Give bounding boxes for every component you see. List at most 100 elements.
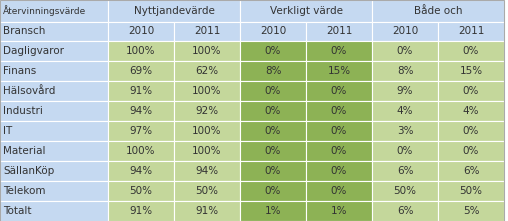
Text: 50%: 50%	[196, 186, 218, 196]
Bar	[306, 101, 372, 121]
Bar	[174, 181, 240, 201]
Text: 0%: 0%	[331, 46, 347, 56]
Bar	[108, 41, 174, 61]
Text: 62%: 62%	[196, 66, 218, 76]
Bar	[108, 0, 240, 22]
Text: 94%: 94%	[196, 166, 218, 176]
Bar	[372, 201, 438, 221]
Text: Telekom: Telekom	[3, 186, 46, 196]
Bar	[372, 61, 438, 81]
Bar	[372, 22, 438, 41]
Text: 2011: 2011	[194, 27, 220, 36]
Text: 0%: 0%	[265, 86, 281, 96]
Bar	[372, 81, 438, 101]
Bar	[306, 81, 372, 101]
Bar	[372, 141, 438, 161]
Bar	[240, 41, 306, 61]
Text: 15%: 15%	[328, 66, 351, 76]
Text: 5%: 5%	[463, 206, 479, 216]
Text: 100%: 100%	[126, 146, 156, 156]
Bar	[108, 141, 174, 161]
Bar	[240, 81, 306, 101]
Bar	[174, 41, 240, 61]
Text: 94%: 94%	[130, 166, 152, 176]
Text: 2011: 2011	[458, 27, 484, 36]
Bar	[0, 22, 108, 41]
Bar	[174, 61, 240, 81]
Text: 6%: 6%	[397, 166, 413, 176]
Text: 0%: 0%	[265, 166, 281, 176]
Text: 1%: 1%	[265, 206, 281, 216]
Bar	[306, 181, 372, 201]
Bar	[438, 41, 504, 61]
Bar	[306, 161, 372, 181]
Bar	[0, 61, 108, 81]
Text: 3%: 3%	[397, 126, 413, 136]
Bar	[306, 121, 372, 141]
Text: 6%: 6%	[463, 166, 479, 176]
Text: 100%: 100%	[192, 46, 222, 56]
Bar	[372, 41, 438, 61]
Text: Hälsovård: Hälsovård	[3, 86, 55, 96]
Bar	[438, 121, 504, 141]
Bar	[372, 121, 438, 141]
Bar	[0, 141, 108, 161]
Bar	[108, 201, 174, 221]
Text: 2011: 2011	[326, 27, 352, 36]
Bar	[438, 141, 504, 161]
Text: 50%: 50%	[394, 186, 417, 196]
Text: 0%: 0%	[397, 46, 413, 56]
Text: Finans: Finans	[3, 66, 36, 76]
Text: 0%: 0%	[463, 126, 479, 136]
Text: 15%: 15%	[459, 66, 483, 76]
Text: 100%: 100%	[192, 146, 222, 156]
Bar	[108, 22, 174, 41]
Bar	[240, 61, 306, 81]
Bar	[240, 0, 372, 22]
Bar	[174, 141, 240, 161]
Bar	[372, 0, 504, 22]
Bar	[108, 101, 174, 121]
Text: 2010: 2010	[392, 27, 418, 36]
Bar	[240, 22, 306, 41]
Text: Dagligvaror: Dagligvaror	[3, 46, 64, 56]
Bar	[438, 161, 504, 181]
Text: 2010: 2010	[128, 27, 154, 36]
Bar	[438, 81, 504, 101]
Bar	[372, 101, 438, 121]
Bar	[438, 61, 504, 81]
Bar	[0, 121, 108, 141]
Bar	[438, 22, 504, 41]
Bar	[438, 201, 504, 221]
Bar	[438, 101, 504, 121]
Text: 92%: 92%	[196, 106, 218, 116]
Text: Verkligt värde: Verkligt värde	[270, 6, 342, 16]
Text: 0%: 0%	[265, 126, 281, 136]
Text: 94%: 94%	[130, 106, 152, 116]
Bar	[438, 181, 504, 201]
Text: Nyttjandevärde: Nyttjandevärde	[134, 6, 214, 16]
Text: 0%: 0%	[331, 106, 347, 116]
Bar	[108, 181, 174, 201]
Text: Både och: Både och	[414, 6, 462, 16]
Bar	[108, 161, 174, 181]
Text: 91%: 91%	[130, 86, 152, 96]
Bar	[174, 22, 240, 41]
Bar	[108, 61, 174, 81]
Text: 100%: 100%	[192, 86, 222, 96]
Text: 97%: 97%	[130, 126, 152, 136]
Bar	[306, 22, 372, 41]
Text: 2010: 2010	[260, 27, 286, 36]
Text: 0%: 0%	[331, 146, 347, 156]
Bar	[174, 81, 240, 101]
Bar	[240, 201, 306, 221]
Text: 0%: 0%	[265, 106, 281, 116]
Text: 50%: 50%	[130, 186, 152, 196]
Bar	[240, 141, 306, 161]
Text: 91%: 91%	[196, 206, 218, 216]
Text: 0%: 0%	[463, 46, 479, 56]
Text: 4%: 4%	[463, 106, 479, 116]
Text: 0%: 0%	[265, 186, 281, 196]
Text: 91%: 91%	[130, 206, 152, 216]
Bar	[174, 161, 240, 181]
